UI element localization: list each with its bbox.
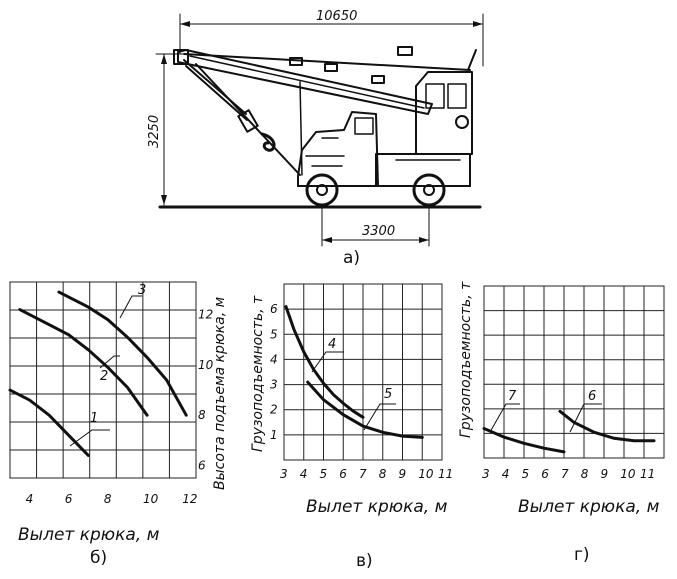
chart-caption: б): [90, 548, 107, 568]
curve-number: 1: [90, 411, 98, 426]
boom-top-chord: [183, 53, 471, 71]
x-tick-label: 9: [399, 467, 407, 481]
curve-number: 7: [508, 389, 517, 404]
curve-leader: [69, 429, 110, 447]
boom-stay-mid: [299, 81, 303, 176]
x-tick-label: 5: [522, 467, 530, 481]
length-dimension-label: 10650: [316, 9, 357, 24]
y-axis-label: Высота подъема крюка, м: [212, 296, 228, 490]
y-tick-label: 3: [270, 378, 278, 392]
curve-number: 4: [328, 337, 336, 352]
wheelbase-dimension-label: 3300: [362, 224, 395, 239]
chart-caption: г): [574, 545, 590, 565]
y-tick-label: 4: [270, 352, 278, 366]
series-curve-4: [284, 305, 365, 419]
x-tick-label: 6: [65, 492, 73, 506]
height-dimension-label: 3250: [147, 115, 162, 148]
x-tick-label: 3: [482, 467, 490, 481]
front-wheel: [305, 173, 339, 207]
length-dimension: [179, 13, 484, 67]
plot-frame: [483, 285, 665, 459]
x-tick-label: 12: [182, 492, 197, 506]
crane-cabin: [415, 49, 477, 155]
y-tick-label: 8: [198, 408, 206, 422]
plot-frame: [9, 281, 197, 479]
x-tick-label: 4: [26, 492, 34, 506]
y-axis-label: Грузоподъемность, т: [250, 295, 266, 452]
x-tick-label: 10: [620, 467, 636, 481]
boom-stay-front: [195, 63, 301, 176]
y-tick-label: 12: [198, 308, 213, 322]
y-axis-label: Грузоподъемность, т: [458, 281, 474, 438]
chart-caption: в): [356, 551, 373, 571]
x-tick-label: 7: [561, 467, 569, 481]
y-tick-label: 6: [270, 302, 278, 316]
series-curve-7: [482, 427, 566, 454]
grid: [483, 285, 665, 459]
x-tick-label: 8: [581, 467, 589, 481]
x-tick-label: 6: [541, 467, 549, 481]
y-tick-label: 2: [270, 403, 278, 417]
rear-wheel: [412, 173, 446, 207]
crane-drawing: 10650 3250: [147, 9, 484, 268]
series-curve-3: [57, 290, 188, 417]
curve-leader: [363, 403, 396, 431]
series-curve-6: [558, 409, 656, 443]
height-dimension: [155, 53, 187, 206]
x-axis-label: Вылет крюка, м: [518, 497, 660, 517]
caption-a: а): [343, 248, 360, 268]
curve-leader: [99, 355, 120, 369]
series-curve-5: [306, 380, 424, 439]
grid: [283, 283, 443, 461]
x-tick-label: 10: [418, 467, 434, 481]
x-tick-label: 3: [280, 467, 288, 481]
x-tick-label: 6: [339, 467, 347, 481]
wheelbase-dimension: [321, 204, 430, 247]
y-tick-label: 10: [198, 358, 214, 372]
x-tick-label: 5: [320, 467, 328, 481]
x-axis-label: Вылет крюка, м: [18, 525, 160, 545]
x-axis-label: Вылет крюка, м: [306, 497, 448, 517]
x-tick-label: 10: [143, 492, 159, 506]
y-tick-label: 6: [198, 458, 206, 472]
x-tick-label: 9: [601, 467, 609, 481]
truck-cab: [297, 111, 379, 187]
series-curve-2: [18, 308, 149, 417]
x-tick-label: 11: [640, 467, 655, 481]
curve-number: 5: [384, 387, 392, 402]
y-tick-label: 1: [270, 428, 278, 442]
x-tick-label: 8: [104, 492, 112, 506]
curve-leader: [119, 295, 142, 319]
curve-leader: [489, 403, 520, 433]
x-tick-label: 8: [379, 467, 387, 481]
curve-number: 3: [138, 283, 146, 298]
x-tick-label: 7: [359, 467, 367, 481]
truck-chassis: [297, 153, 471, 187]
curve-leader: [569, 403, 602, 433]
curve-leader: [311, 351, 344, 373]
series-curve-1: [8, 388, 90, 457]
x-tick-label: 4: [300, 467, 308, 481]
x-tick-label: 4: [502, 467, 510, 481]
y-tick-label: 5: [270, 327, 278, 341]
x-tick-label: 11: [438, 467, 453, 481]
grid: [9, 281, 197, 479]
curve-number: 2: [100, 369, 108, 384]
curve-number: 6: [588, 389, 596, 404]
